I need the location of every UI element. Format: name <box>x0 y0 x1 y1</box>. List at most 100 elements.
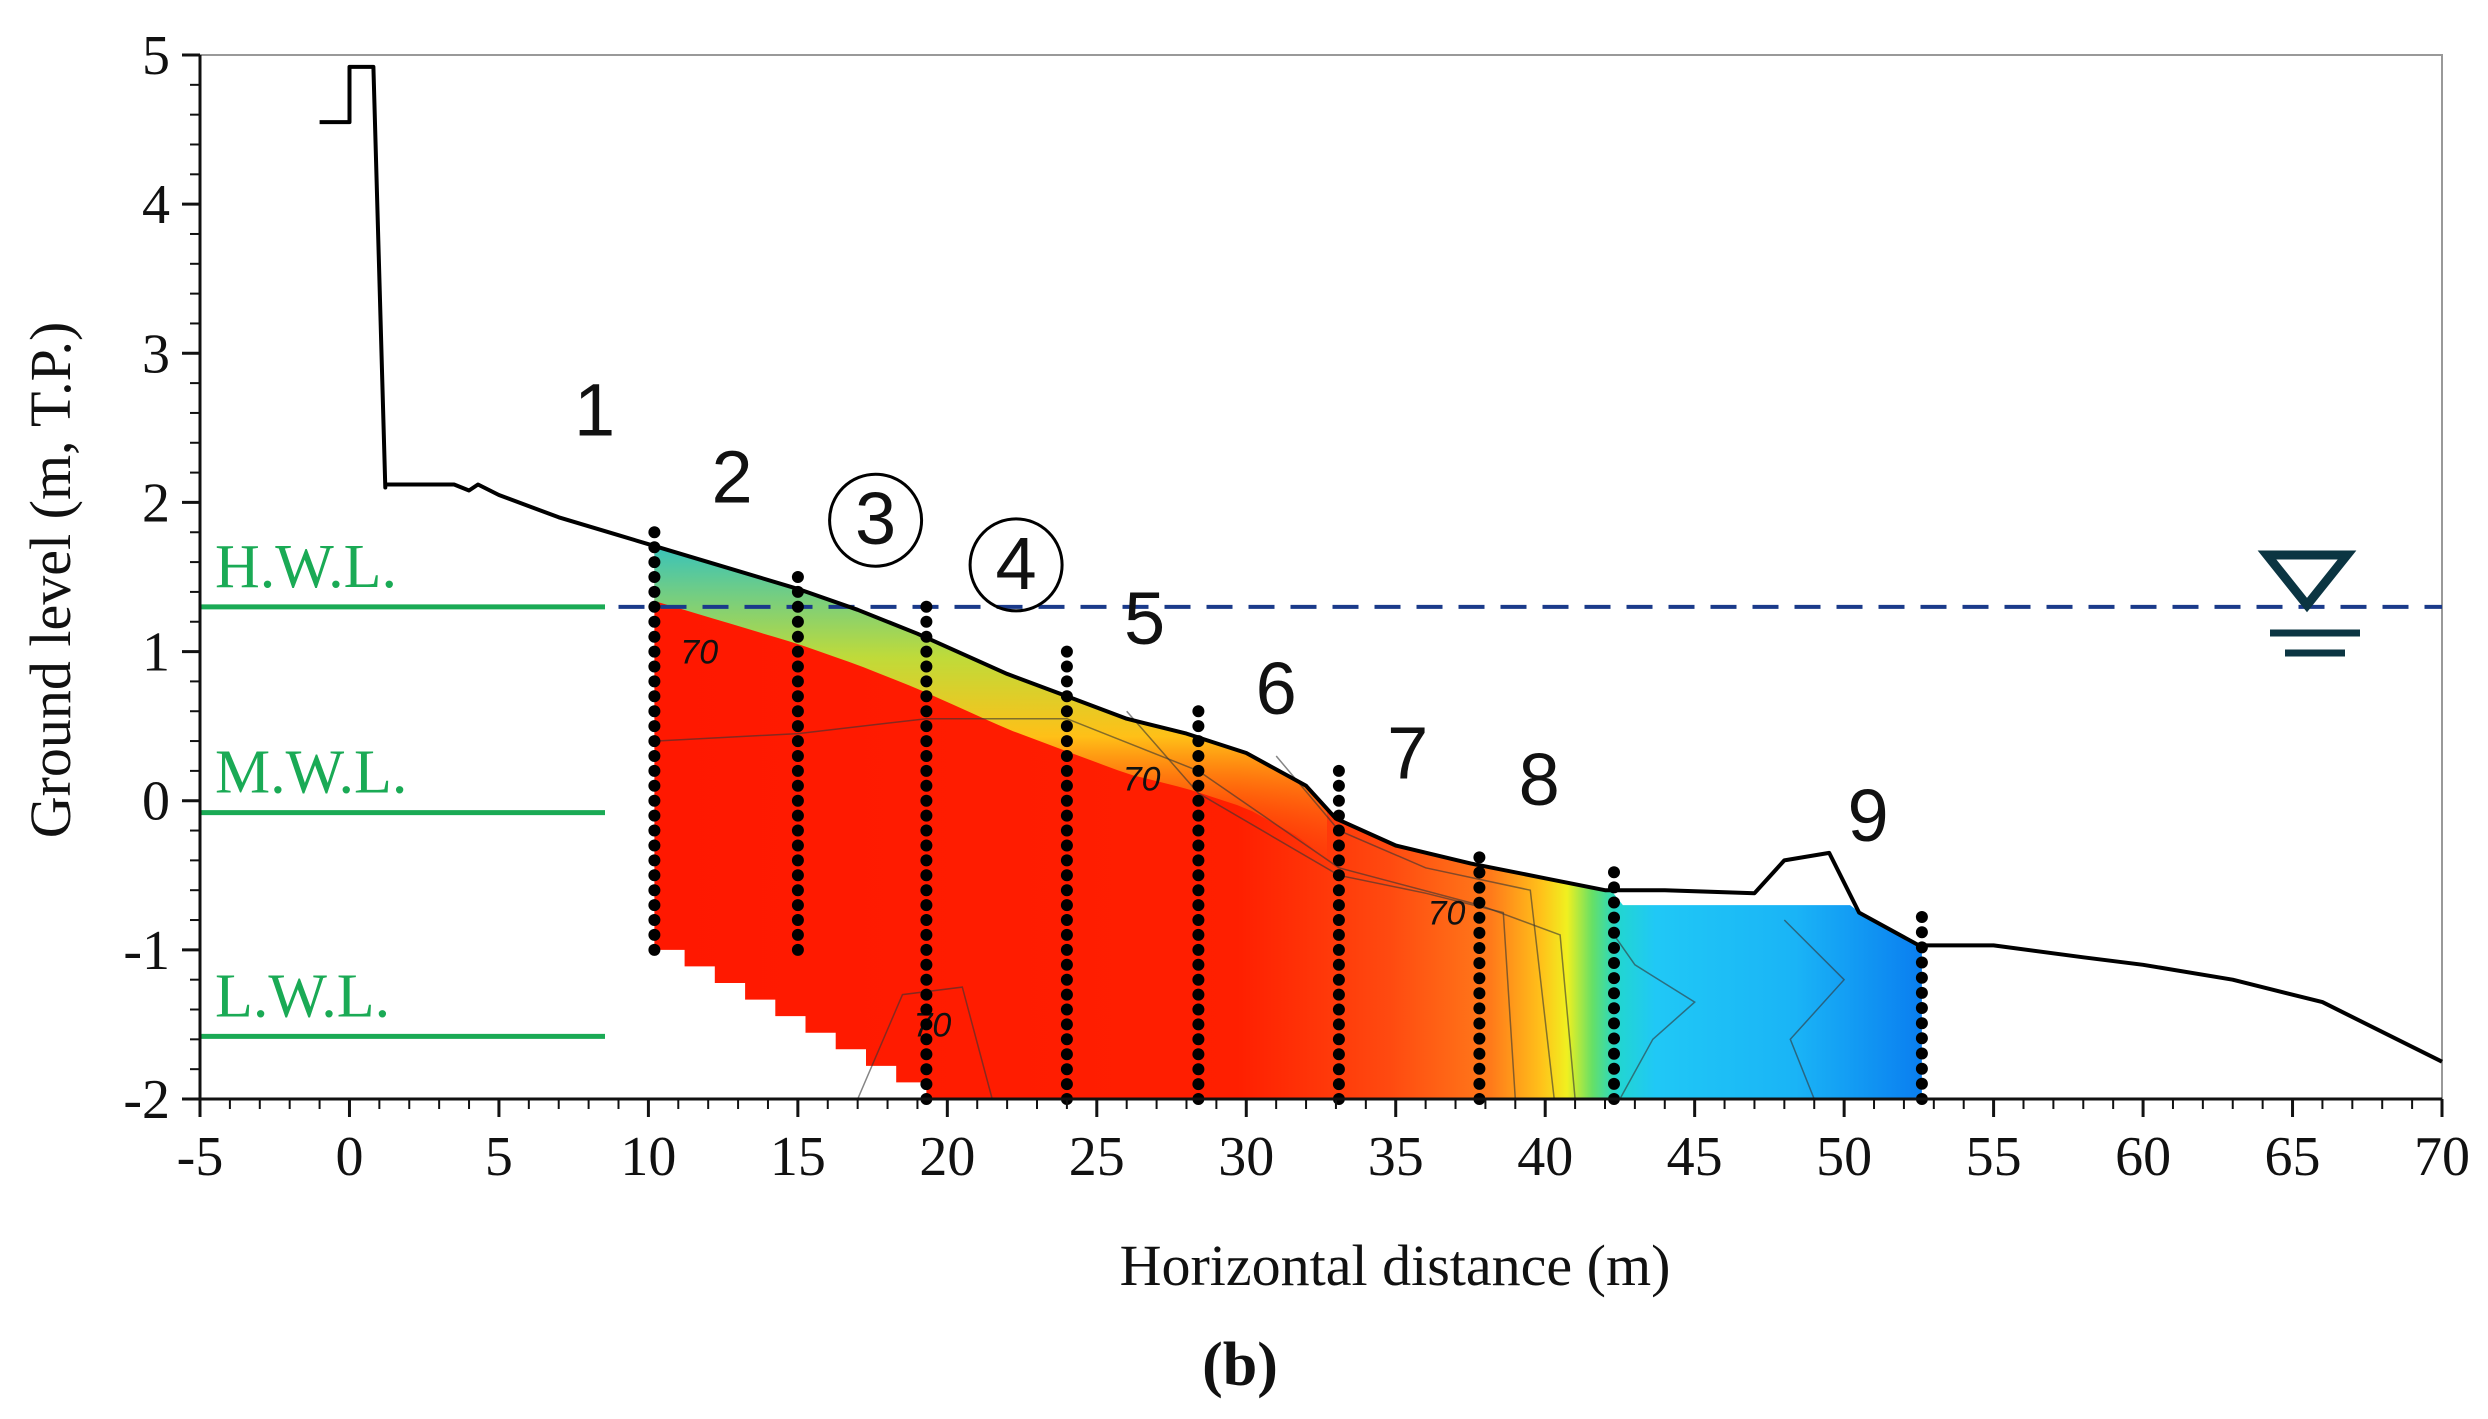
probe-point <box>1192 735 1205 748</box>
probe-point <box>1473 1047 1486 1060</box>
probe-point <box>648 541 661 554</box>
probe-point <box>791 571 804 583</box>
station-circle <box>828 472 924 568</box>
probe-point <box>920 973 933 986</box>
probe-point <box>1915 1047 1928 1060</box>
probe-point <box>1332 928 1345 941</box>
probe-point <box>920 839 933 852</box>
probe-point <box>1192 1033 1205 1046</box>
probe-point <box>920 943 933 956</box>
probe-point <box>1915 911 1928 923</box>
probe-point <box>791 839 804 852</box>
probe-point <box>920 764 933 777</box>
probe-point <box>648 735 661 748</box>
probe-point <box>1608 1047 1620 1060</box>
probe-point <box>1332 884 1345 897</box>
probe-point <box>1473 896 1486 909</box>
probe-point <box>1332 1063 1345 1076</box>
probe-point <box>791 779 804 792</box>
probe-point <box>1332 809 1345 822</box>
probe-point <box>1060 1063 1073 1076</box>
x-axis-title: Horizontal distance (m) <box>1120 1233 1671 1298</box>
probe-point <box>648 943 661 956</box>
probe-point <box>648 764 661 777</box>
y-tick-label: 5 <box>142 25 170 87</box>
probe-point <box>1332 1078 1345 1091</box>
y-axis-title: Ground level (m, T.P.) <box>18 322 83 839</box>
probe-point <box>1060 943 1073 956</box>
x-tick-label: 70 <box>2414 1126 2470 1188</box>
probe-point <box>791 690 804 703</box>
probe-point <box>1915 926 1928 939</box>
probe-point <box>920 750 933 762</box>
probe-point <box>1192 884 1205 897</box>
probe-point <box>1915 1032 1928 1045</box>
probe-point <box>1060 675 1073 688</box>
probe-point <box>791 600 804 613</box>
probe-point <box>791 720 804 733</box>
probe-point <box>1608 957 1620 969</box>
contour-line <box>1783 919 1846 1099</box>
ground-profile-layer <box>319 64 2443 1064</box>
y-tick-label: 2 <box>142 472 170 534</box>
x-tick-label: 50 <box>1816 1126 1872 1188</box>
y-tick-label: 0 <box>142 771 170 833</box>
water-level-label: L.W.L. <box>215 962 390 1030</box>
probe-point <box>1060 645 1073 658</box>
probe-point <box>791 884 804 897</box>
probe-point <box>1608 1032 1620 1045</box>
moisture-contour-layer: 70 70 70 70 <box>654 546 1922 1099</box>
probe-point <box>791 869 804 882</box>
contour-label: 70 <box>680 634 718 672</box>
probe-point <box>920 854 933 867</box>
probe-point <box>920 1033 933 1046</box>
probe-point <box>791 824 804 837</box>
station-label: 6 <box>1256 647 1297 730</box>
station-labels-layer: 1 2 3 4 5 6 7 8 9 <box>574 368 1889 857</box>
x-tick-label: 25 <box>1069 1126 1125 1188</box>
contour-line <box>1275 755 1555 1099</box>
probe-point <box>1060 928 1073 941</box>
probe-point <box>648 779 661 792</box>
probe-point <box>648 928 661 941</box>
probe-point <box>1060 988 1073 1001</box>
probe-point <box>1060 1078 1073 1091</box>
probe-point <box>1608 911 1620 924</box>
probe-point <box>1192 1048 1205 1061</box>
probe-point <box>920 1048 933 1061</box>
y-tick-label: -2 <box>123 1069 170 1131</box>
probe-point <box>1060 899 1073 912</box>
probe-point <box>1473 942 1486 954</box>
probe-point <box>1332 839 1345 852</box>
probe-point <box>1192 1018 1205 1031</box>
probe-point <box>1060 1018 1073 1031</box>
water-level-label: H.W.L. <box>215 533 397 601</box>
probe-point <box>648 585 661 598</box>
probe-point <box>1332 794 1345 807</box>
probe-point <box>648 600 661 613</box>
probe-point <box>1192 988 1205 1001</box>
probe-point <box>1332 1033 1345 1046</box>
probe-point <box>648 630 661 643</box>
probe-point <box>1915 1002 1928 1014</box>
probe-point <box>1915 986 1928 999</box>
probe-point <box>1060 720 1073 733</box>
probe-point <box>1473 1002 1486 1015</box>
probe-point <box>791 854 804 867</box>
x-tick-label: 55 <box>1966 1126 2022 1188</box>
probe-point <box>920 645 933 658</box>
probe-point <box>1060 1048 1073 1061</box>
probe-point <box>791 809 804 822</box>
probe-point <box>1608 941 1620 954</box>
x-tick-label: 40 <box>1517 1126 1573 1188</box>
probe-point <box>1473 911 1486 924</box>
probe-point <box>1192 1063 1205 1076</box>
probe-point <box>920 615 933 628</box>
probe-point <box>1060 854 1073 867</box>
probe-point <box>1060 809 1073 822</box>
probe-point <box>791 735 804 748</box>
probe-point <box>1473 1017 1486 1030</box>
probe-point <box>1332 973 1345 986</box>
probe-point <box>1473 1062 1486 1075</box>
probe-point <box>1608 881 1620 894</box>
